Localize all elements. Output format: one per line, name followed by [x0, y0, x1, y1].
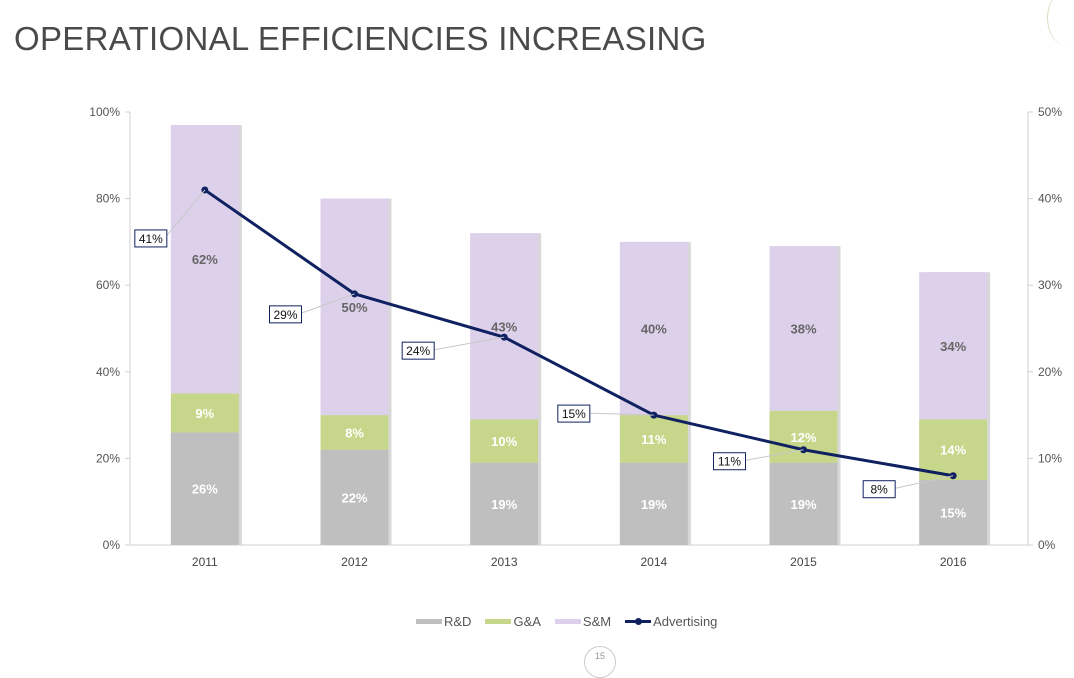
bar-data-label: 14% [940, 443, 966, 458]
chart: 0% 20% 40% 60% 80% 100% 0% 10% 20% 30% 40% 50% 2011 2… [89, 105, 1062, 569]
advertising-data-label: 11% [718, 455, 741, 469]
bar-ga [919, 419, 988, 481]
left-tick-label: 80% [96, 192, 120, 206]
right-tick-label: 20% [1038, 365, 1062, 379]
bar-data-label: 40% [641, 322, 667, 337]
callout-box [401, 341, 435, 360]
bar-data-label: 26% [192, 482, 218, 497]
bar-data-label: 43% [491, 319, 517, 334]
bar-data-label: 9% [195, 406, 214, 421]
bar-ga [470, 419, 539, 463]
bar-data-label: 50% [341, 300, 367, 315]
legend-label: S&M [582, 614, 612, 629]
right-tick-label: 0% [1038, 538, 1056, 552]
bar-rd [919, 480, 988, 545]
bar-rd [170, 432, 239, 545]
callout-box [557, 404, 591, 423]
legend-swatch [416, 619, 442, 624]
bar-data-label: 19% [641, 497, 667, 512]
x-tick-label: 2014 [640, 555, 667, 569]
decorative-corner [1047, 0, 1074, 46]
advertising-data-label: 24% [406, 344, 430, 358]
legend-label: R&D [444, 614, 472, 629]
callout-box [269, 305, 302, 324]
legend-swatch [485, 619, 512, 624]
bar-data-label: 15% [940, 506, 966, 521]
x-tick-label: 2015 [790, 555, 817, 569]
bar-sm [470, 233, 539, 420]
left-tick-label: 60% [96, 278, 120, 292]
left-tick-label: 100% [89, 105, 120, 119]
advertising-data-label: 29% [273, 308, 297, 322]
advertising-data-label: 41% [139, 232, 163, 246]
bar-data-label: 10% [491, 434, 517, 449]
bar-data-label: 12% [790, 430, 816, 445]
bar-ga [619, 415, 688, 463]
advertising-data-label: 15% [562, 407, 586, 421]
x-tick-label: 2011 [192, 555, 218, 569]
bar-data-label: 38% [790, 322, 816, 337]
legend-item: G&A [485, 614, 541, 629]
x-tick-label: 2016 [940, 555, 967, 569]
x-tick-label: 2012 [341, 555, 368, 569]
left-tick-label: 0% [103, 538, 121, 552]
bar-rd [320, 449, 389, 545]
right-tick-label: 40% [1038, 192, 1062, 206]
right-tick-label: 10% [1038, 451, 1062, 465]
legend-label: Advertising [653, 614, 718, 629]
callout-box [713, 452, 746, 471]
callout-leader [299, 293, 355, 315]
bar-data-label: 34% [940, 339, 966, 354]
bar-sm [769, 246, 838, 411]
bar-data-label: 19% [491, 497, 517, 512]
callout-box [134, 229, 168, 248]
legend-label: G&A [513, 614, 541, 629]
callout-leader [743, 449, 804, 462]
legend-item: Advertising [625, 614, 717, 629]
x-tick-label: 2013 [491, 555, 518, 569]
bar-data-label: 19% [790, 497, 816, 512]
legend-swatch [554, 619, 581, 624]
bar-sm [320, 198, 389, 416]
bar-data-label: 11% [641, 432, 667, 447]
callout-leader [432, 336, 505, 351]
callout-leader [893, 475, 954, 490]
legend-swatch [625, 618, 652, 625]
bar-data-label: 22% [341, 490, 367, 505]
bar-data-label: 62% [192, 252, 218, 267]
right-tick-label: 30% [1038, 278, 1062, 292]
right-tick-label: 50% [1038, 105, 1062, 119]
legend-item: R&D [416, 614, 471, 629]
page-number: 15 [584, 646, 616, 678]
left-tick-label: 20% [96, 451, 120, 465]
left-tick-label: 40% [96, 365, 120, 379]
advertising-data-label: 8% [870, 483, 888, 497]
bar-sm [170, 124, 239, 394]
bar-sm [919, 272, 988, 420]
callout-leader [164, 189, 206, 239]
callout-box [862, 480, 896, 499]
bar-ga [170, 393, 239, 433]
bar-data-label: 8% [345, 425, 364, 440]
bar-rd [470, 462, 539, 545]
bar-sm [619, 241, 688, 416]
bar-rd [619, 462, 688, 545]
advertising-line [203, 188, 954, 478]
callout-leader [587, 412, 654, 416]
page-title: OPERATIONAL EFFICIENCIES INCREASING [14, 20, 707, 57]
bar-ga [320, 415, 389, 450]
legend-item: S&M [554, 614, 612, 629]
bar-rd [769, 462, 838, 545]
legend: R&D G&A S&M Advertising [416, 614, 717, 629]
